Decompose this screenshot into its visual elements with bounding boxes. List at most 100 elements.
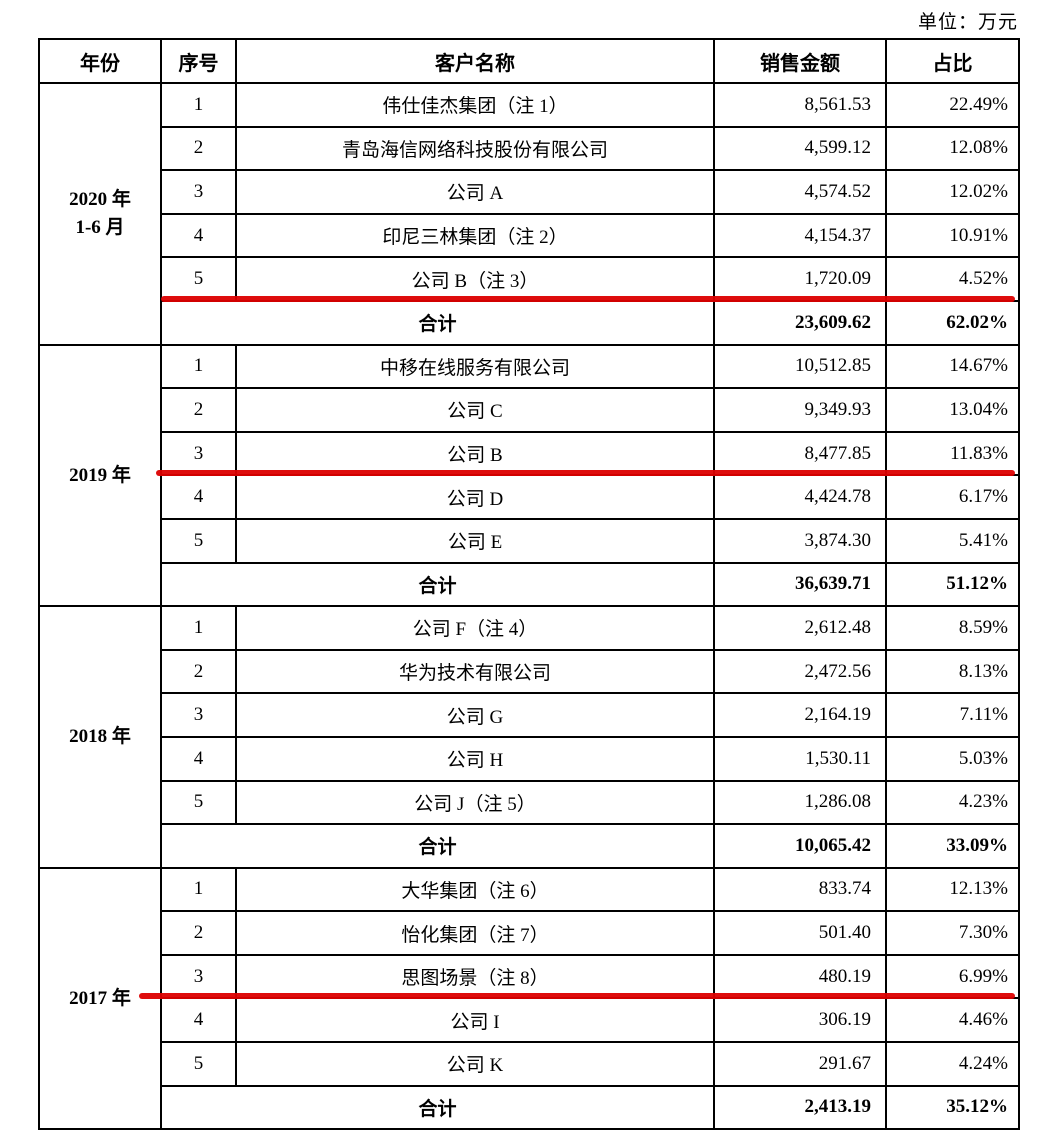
customer-row: 5 公司 B（注 3） 1,720.09 4.52% — [39, 256, 1020, 302]
index-cell: 1 — [160, 343, 237, 390]
share-cell: 4.52% — [885, 256, 1020, 302]
index-cell: 1 — [160, 82, 237, 128]
customer-row: 4 公司 I 306.19 4.46% — [39, 997, 1020, 1044]
share-cell: 4.46% — [885, 997, 1020, 1044]
sales-amount-cell: 4,424.78 — [713, 474, 887, 520]
customer-row: 2 公司 C 9,349.93 13.04% — [39, 387, 1020, 433]
customer-row: 3 思图场景（注 8） 480.19 6.99% — [39, 953, 1020, 1000]
customer-row: 3 公司 B 8,477.85 11.83% — [39, 430, 1020, 477]
share-cell: 8.13% — [885, 648, 1020, 695]
index-cell: 3 — [160, 692, 237, 738]
header-index: 序号 — [160, 38, 237, 84]
total-amount-cell: 2,413.19 — [713, 1084, 887, 1131]
unit-label: 单位：万元 — [917, 12, 1018, 33]
customer-name-cell: 中移在线服务有限公司 — [235, 343, 715, 390]
share-cell: 6.99% — [885, 953, 1020, 1000]
customer-name-cell: 怡化集团（注 7） — [235, 910, 715, 956]
sales-amount-cell: 833.74 — [713, 866, 887, 913]
customer-row: 2 青岛海信网络科技股份有限公司 4,599.12 12.08% — [39, 125, 1020, 172]
total-share-cell: 35.12% — [885, 1084, 1020, 1131]
share-cell: 5.41% — [885, 517, 1020, 564]
share-cell: 12.08% — [885, 125, 1020, 172]
index-cell: 2 — [160, 910, 237, 956]
index-cell: 5 — [160, 1041, 237, 1087]
index-cell: 2 — [160, 387, 237, 433]
customer-name-cell: 公司 B — [235, 430, 715, 477]
sales-amount-cell: 9,349.93 — [713, 387, 887, 433]
sales-amount-cell: 1,530.11 — [713, 735, 887, 782]
share-cell: 22.49% — [885, 82, 1020, 128]
sales-amount-cell: 291.67 — [713, 1041, 887, 1087]
sales-amount-cell: 2,612.48 — [713, 605, 887, 651]
header-amount: 销售金额 — [713, 38, 887, 84]
table-body: 2020 年 1-6 月 1 伟仕佳杰集团（注 1） 8,561.53 22.49% 2 青岛… — [38, 82, 1020, 1131]
customer-row: 5 公司 J（注 5） 1,286.08 4.23% — [39, 779, 1020, 826]
sales-amount-cell: 4,574.52 — [713, 169, 887, 215]
index-cell: 4 — [160, 997, 237, 1044]
index-cell: 1 — [160, 866, 237, 913]
customer-name-cell: 华为技术有限公司 — [235, 648, 715, 695]
sales-amount-cell: 10,512.85 — [713, 343, 887, 390]
index-cell: 3 — [160, 953, 237, 1000]
sales-amount-cell: 8,561.53 — [713, 82, 887, 128]
index-cell: 5 — [160, 256, 237, 302]
share-cell: 7.11% — [885, 692, 1020, 738]
sales-amount-cell: 3,874.30 — [713, 517, 887, 564]
share-cell: 7.30% — [885, 910, 1020, 956]
share-cell: 4.23% — [885, 779, 1020, 826]
index-cell: 4 — [160, 474, 237, 520]
total-label-cell: 合计 — [160, 561, 715, 608]
share-cell: 12.13% — [885, 866, 1020, 913]
total-share-cell: 62.02% — [885, 299, 1020, 346]
total-label-cell: 合计 — [160, 823, 715, 869]
customer-row: 2018 年 1 公司 F（注 4） 2,612.48 8.59% — [38, 605, 1020, 869]
share-cell: 12.02% — [885, 169, 1020, 215]
sales-amount-cell: 306.19 — [713, 997, 887, 1044]
header-year: 年份 — [38, 38, 162, 84]
share-cell: 5.03% — [885, 735, 1020, 782]
index-cell: 1 — [160, 605, 237, 651]
customer-row: 2020 年 1-6 月 1 伟仕佳杰集团（注 1） 8,561.53 22.49% — [38, 82, 1020, 346]
customer-name-cell: 印尼三林集团（注 2） — [235, 212, 715, 259]
total-share-cell: 33.09% — [885, 823, 1020, 869]
year-cell: 2018 年 — [38, 605, 162, 869]
total-label-cell: 合计 — [160, 1084, 715, 1131]
index-cell: 5 — [160, 779, 237, 826]
share-cell: 13.04% — [885, 387, 1020, 433]
total-amount-cell: 36,639.71 — [713, 561, 887, 608]
header-share: 占比 — [885, 38, 1020, 84]
index-cell: 2 — [160, 125, 237, 172]
customer-row: 4 公司 D 4,424.78 6.17% — [39, 474, 1020, 520]
customer-row: 4 印尼三林集团（注 2） 4,154.37 10.91% — [39, 212, 1020, 259]
customer-name-cell: 公司 H — [235, 735, 715, 782]
customer-row: 4 公司 H 1,530.11 5.03% — [39, 735, 1020, 782]
customer-name-cell: 思图场景（注 8） — [235, 953, 715, 1000]
share-cell: 11.83% — [885, 430, 1020, 477]
total-amount-cell: 10,065.42 — [713, 823, 887, 869]
index-cell: 3 — [160, 430, 237, 477]
share-cell: 8.59% — [885, 605, 1020, 651]
customer-name-cell: 公司 B（注 3） — [235, 256, 715, 302]
customer-name-cell: 公司 K — [235, 1041, 715, 1087]
customer-name-cell: 公司 E — [235, 517, 715, 564]
index-cell: 4 — [160, 735, 237, 782]
share-cell: 14.67% — [885, 343, 1020, 390]
customer-row: 5 公司 E 3,874.30 5.41% — [39, 517, 1020, 564]
year-cell: 2019 年 — [38, 343, 162, 608]
customer-name-cell: 公司 A — [235, 169, 715, 215]
customer-name-cell: 公司 F（注 4） — [235, 605, 715, 651]
total-row: 合计 36,639.71 51.12% — [39, 561, 1020, 608]
header-customer: 客户名称 — [235, 38, 715, 84]
total-label-cell: 合计 — [160, 299, 715, 346]
customer-name-cell: 公司 I — [235, 997, 715, 1044]
sales-amount-cell: 2,472.56 — [713, 648, 887, 695]
customer-row: 3 公司 G 2,164.19 7.11% — [39, 692, 1020, 738]
year-cell: 2017 年 — [38, 866, 162, 1131]
sales-amount-cell: 1,286.08 — [713, 779, 887, 826]
customer-row: 5 公司 K 291.67 4.24% — [39, 1041, 1020, 1087]
sales-amount-cell: 4,599.12 — [713, 125, 887, 172]
customer-name-cell: 大华集团（注 6） — [235, 866, 715, 913]
sales-amount-cell: 501.40 — [713, 910, 887, 956]
customers-table: 年份 序号 客户名称 销售金额 占比 2020 年 1-6 月 1 伟仕佳杰集团（注 … — [38, 38, 1020, 1131]
